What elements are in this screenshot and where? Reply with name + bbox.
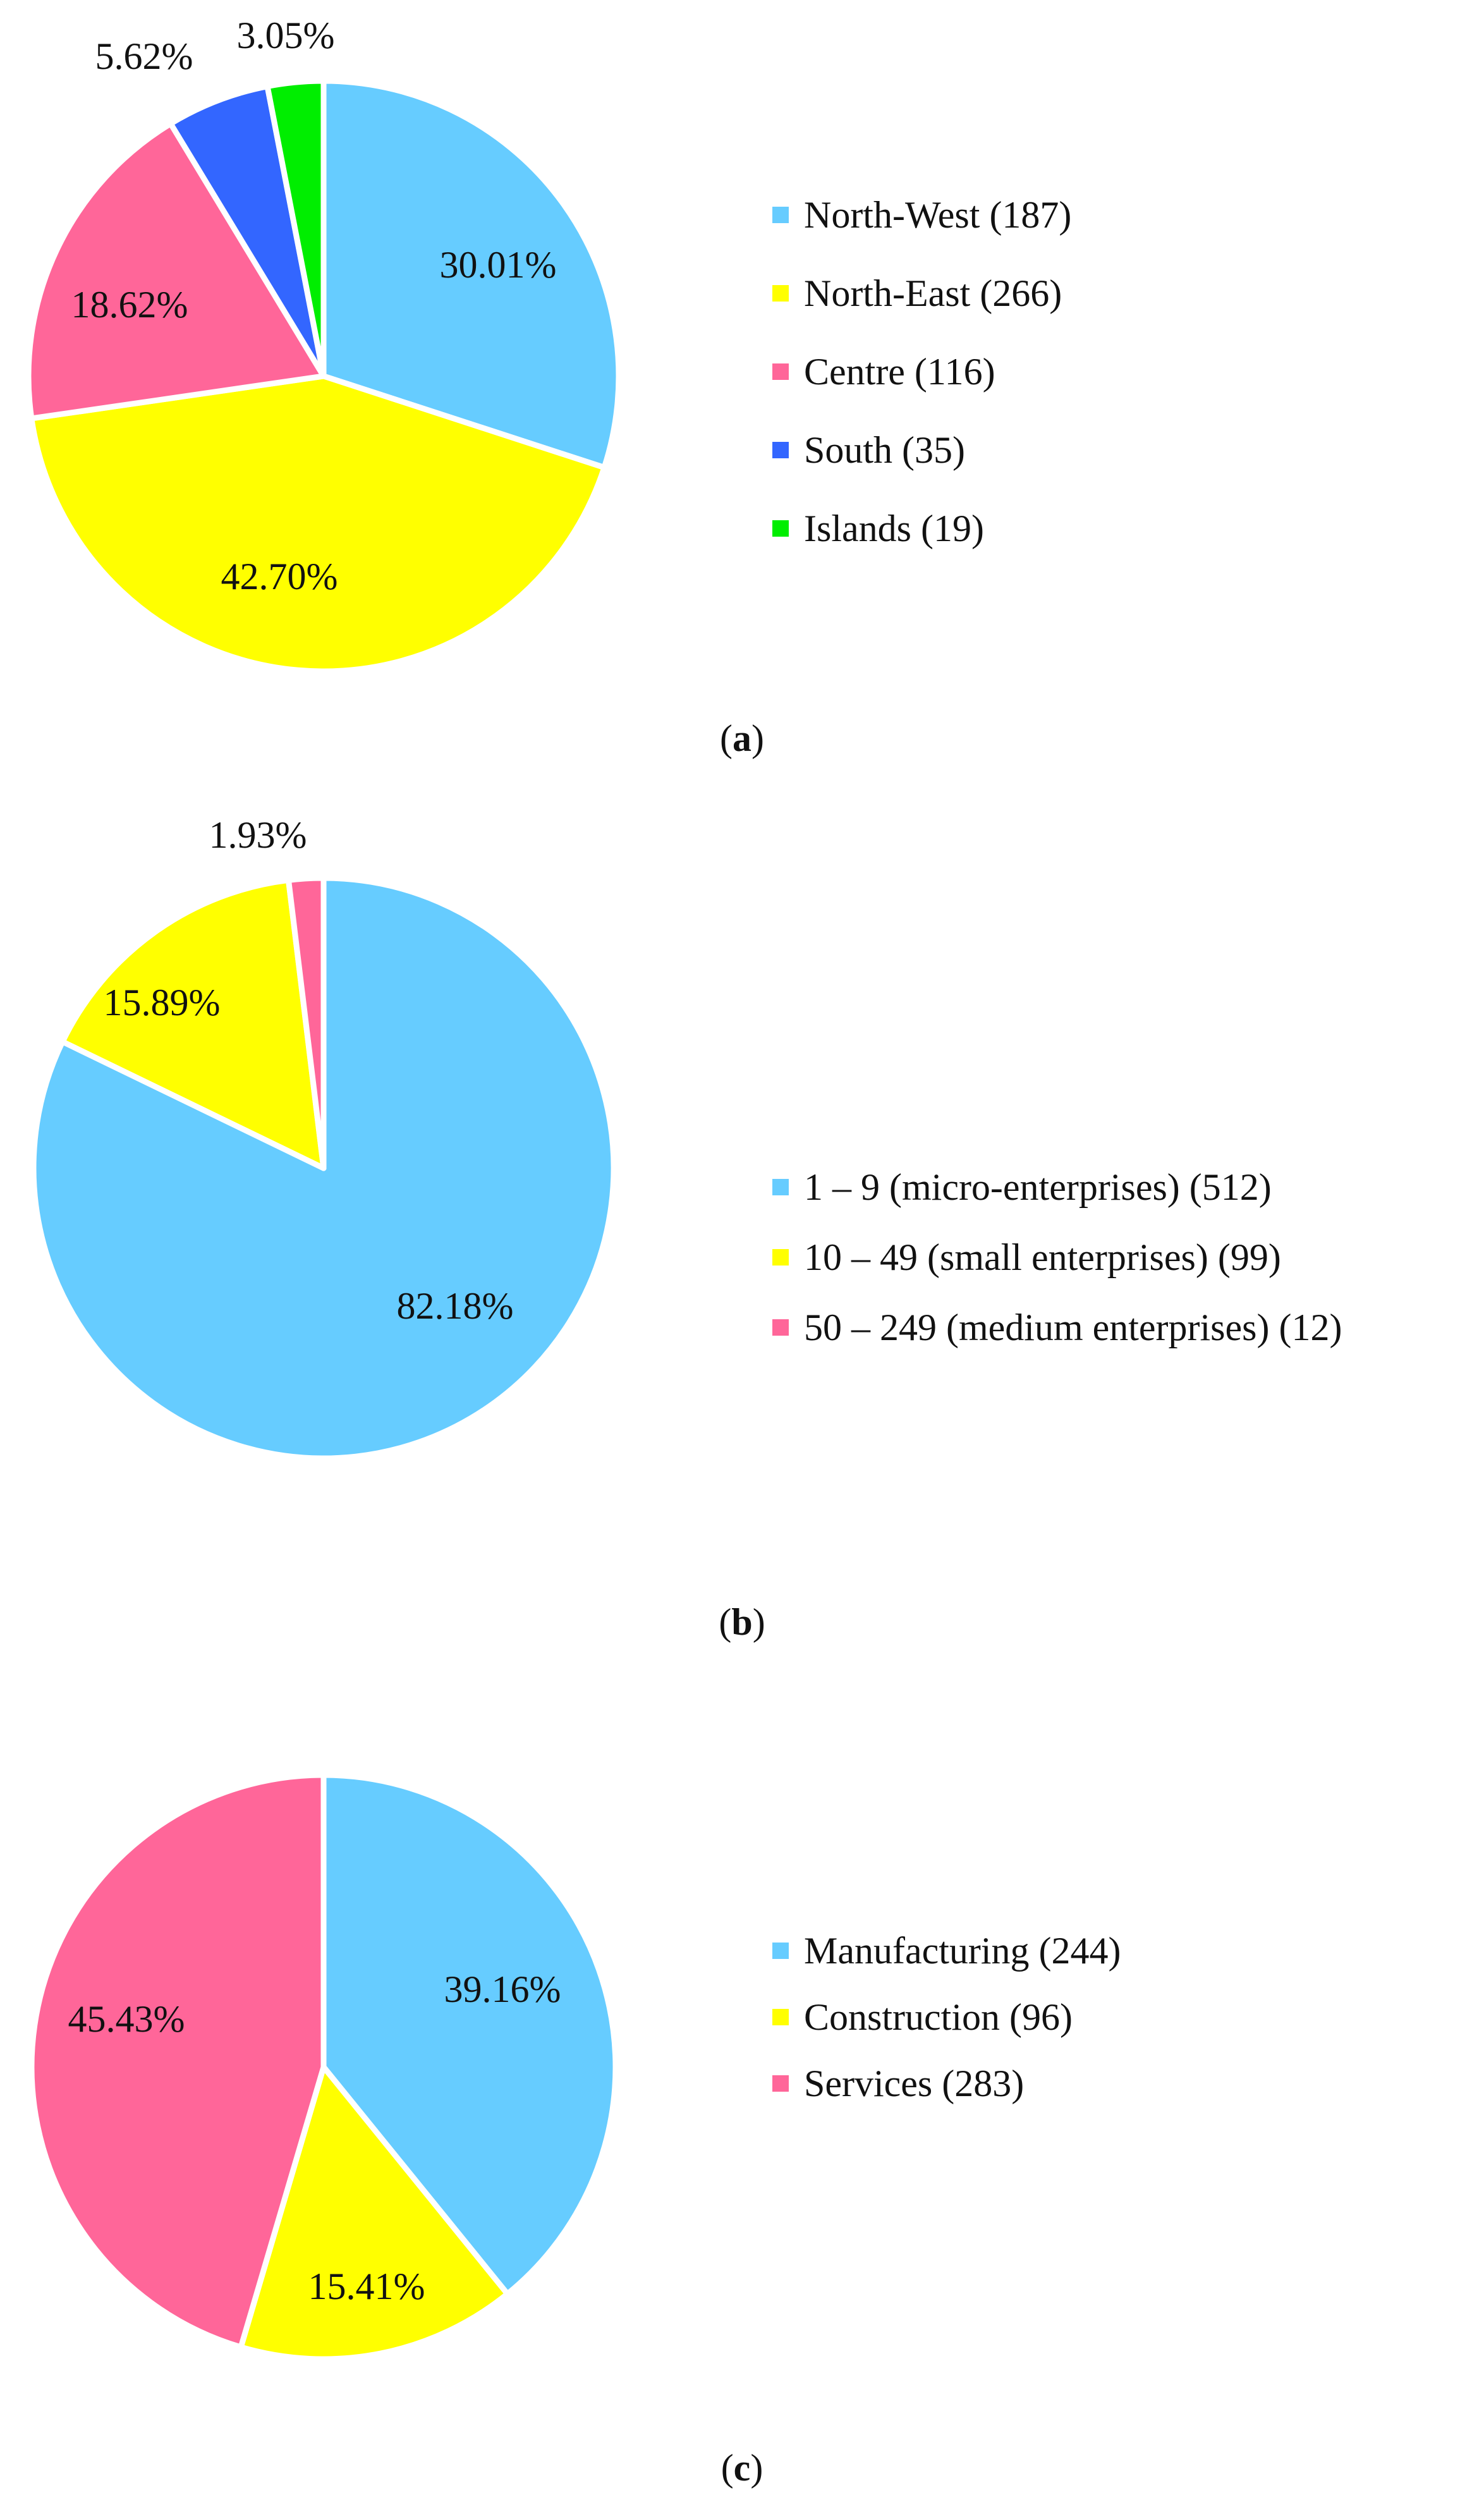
legend-b-swatch-0 (772, 1178, 789, 1195)
legend-a-swatch-0 (772, 207, 789, 223)
legend-a-item-4: Islands (19) (772, 489, 1071, 568)
pie-c-slice-1 (238, 2064, 511, 2362)
pie-b-slice-1 (59, 877, 327, 1171)
legend-a: North-West (187) North-East (266) Centre (… (772, 176, 1071, 568)
legend-a-swatch-2 (772, 363, 789, 380)
legend-a-swatch-1 (772, 285, 789, 302)
legend-b-item-2: 50 – 249 (medium enterprises) (12) (772, 1292, 1342, 1362)
pie-a-data-label-1: 42.70% (221, 556, 338, 597)
caption-c: (c) (721, 2447, 763, 2489)
legend-b-swatch-2 (772, 1319, 789, 1336)
legend-a-label-1: North-East (266) (804, 272, 1062, 314)
caption-letter-c: c (733, 2447, 751, 2489)
legend-a-label-2: Centre (116) (804, 351, 995, 393)
legend-c-label-2: Services (283) (804, 2062, 1025, 2104)
pie-chart-a: 30.01% 42.70% 18.62% 5.62% 3.05% (25, 15, 622, 674)
pie-a-data-label-2: 18.62% (71, 284, 188, 326)
pie-chart-panel-a: 30.01% 42.70% 18.62% 5.62% 3.05% North-West … (0, 0, 1484, 778)
legend-c-label-0: Manufacturing (244) (804, 1929, 1121, 1972)
caption-letter-a: a (733, 717, 751, 759)
pie-a-slice-3 (167, 83, 327, 379)
legend-a-item-1: North-East (266) (772, 254, 1071, 332)
legend-a-swatch-3 (772, 442, 789, 458)
pie-c-data-label-1: 15.41% (308, 2266, 425, 2307)
legend-b-label-0: 1 – 9 (micro-enterprises) (512) (804, 1166, 1272, 1208)
pie-c-data-label-0: 39.16% (444, 1968, 561, 2010)
legend-c-swatch-1 (772, 2008, 789, 2025)
pie-a-slice-0 (320, 78, 622, 471)
legend-a-label-4: Islands (19) (804, 508, 984, 549)
pie-a-data-label-0: 30.01% (440, 244, 557, 286)
pie-b-data-label-2: 1.93% (209, 814, 307, 856)
legend-c-item-0: Manufacturing (244) (772, 1917, 1121, 1984)
pie-a-data-label-4: 3.05% (237, 15, 335, 56)
legend-c-swatch-0 (772, 1942, 789, 1959)
pie-a-slice-1 (28, 373, 607, 674)
pie-c-slice-2 (28, 1772, 327, 2350)
legend-c-item-1: Construction (96) (772, 1984, 1121, 2050)
pie-c-slice-0 (320, 1772, 619, 2297)
pie-c-data-label-2: 45.43% (68, 1998, 185, 2040)
legend-a-label-0: North-West (187) (804, 194, 1072, 236)
pie-b-slice-2 (285, 875, 327, 1171)
legend-b-swatch-1 (772, 1248, 789, 1266)
pie-a-slice-4 (264, 78, 327, 379)
legend-a-label-3: South (35) (804, 429, 965, 471)
legend-c-label-1: Construction (96) (804, 1996, 1073, 2038)
pie-b-data-label-0: 82.18% (397, 1285, 514, 1327)
legend-c: Manufacturing (244) Construction (96) Serv… (772, 1917, 1121, 2116)
caption-a: (a) (720, 717, 764, 759)
legend-b: 1 – 9 (micro-enterprises) (512) 10 – 49 (… (772, 1152, 1342, 1362)
legend-a-swatch-4 (772, 520, 789, 537)
legend-b-item-0: 1 – 9 (micro-enterprises) (512) (772, 1152, 1342, 1222)
pie-a-slice-2 (25, 121, 327, 422)
legend-c-item-2: Services (283) (772, 2050, 1121, 2116)
legend-c-swatch-2 (772, 2075, 789, 2092)
pie-chart-panel-b: 82.18% 15.89% 1.93% 1 – 9 (micro-enterpris… (33, 814, 1342, 1458)
legend-b-label-1: 10 – 49 (small enterprises) (99) (804, 1236, 1281, 1278)
legend-a-item-0: North-West (187) (772, 176, 1071, 254)
caption-letter-b: b (731, 1601, 753, 1643)
pie-b-data-label-1: 15.89% (104, 982, 221, 1023)
legend-a-item-3: South (35) (772, 411, 1071, 489)
legend-b-label-2: 50 – 249 (medium enterprises) (12) (804, 1306, 1342, 1348)
legend-b-item-1: 10 – 49 (small enterprises) (99) (772, 1222, 1342, 1292)
pie-chart-b: 82.18% 15.89% 1.93% (33, 814, 614, 1458)
legend-a-item-2: Centre (116) (772, 332, 1071, 411)
pie-a-data-label-3: 5.62% (95, 35, 193, 77)
caption-b: (b) (719, 1601, 765, 1643)
